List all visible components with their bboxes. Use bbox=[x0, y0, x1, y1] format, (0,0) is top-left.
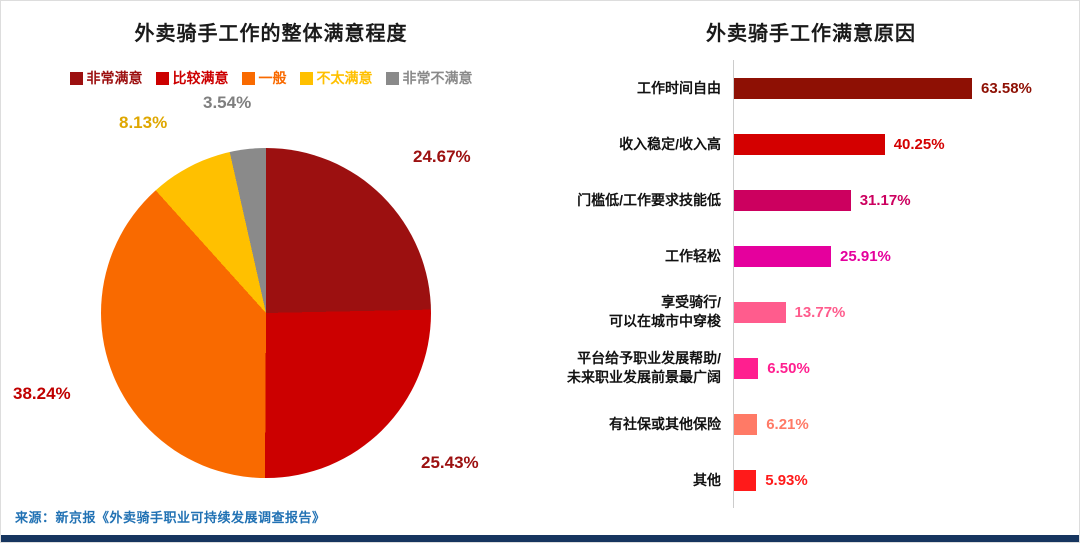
bar-value: 6.21% bbox=[766, 415, 809, 433]
bar-track: 25.91% bbox=[733, 228, 1079, 284]
bottom-border-bar bbox=[1, 535, 1079, 542]
legend-item: 比较满意 bbox=[155, 68, 229, 88]
bar-track: 31.17% bbox=[733, 172, 1079, 228]
bar-track: 6.50% bbox=[733, 340, 1079, 396]
bar-rows: 工作时间自由 63.58% 收入稳定/收入高 40.25% 门槛低/工作要求技能低 31.… bbox=[541, 60, 1079, 508]
bar-row: 工作时间自由 63.58% bbox=[541, 60, 1079, 116]
bar-track: 13.77% bbox=[733, 284, 1079, 340]
bar-row: 其他 5.93% bbox=[541, 452, 1079, 508]
bar-value: 5.93% bbox=[765, 471, 808, 489]
bar-label: 有社保或其他保险 bbox=[609, 415, 721, 432]
bar-row: 平台给予职业发展帮助/ 未来职业发展前景最广阔 6.50% bbox=[541, 340, 1079, 396]
bar-label: 平台给予职业发展帮助/ 未来职业发展前景最广阔 bbox=[567, 350, 721, 385]
bar-value: 13.77% bbox=[794, 303, 846, 321]
bar-value: 25.91% bbox=[840, 247, 891, 265]
bar-value: 40.25% bbox=[893, 135, 945, 153]
bar-label: 收入稳定/收入高 bbox=[619, 135, 721, 152]
bar-label: 门槛低/工作要求技能低 bbox=[577, 191, 721, 208]
pie-slice-label: 24.67% bbox=[413, 147, 471, 166]
bar-track: 6.21% bbox=[733, 396, 1079, 452]
bar-row: 有社保或其他保险 6.21% bbox=[541, 396, 1079, 452]
bar-row: 享受骑行/ 可以在城市中穿梭 13.77% bbox=[541, 284, 1079, 340]
legend-swatch bbox=[299, 71, 313, 85]
legend-item: 不太满意 bbox=[299, 68, 373, 88]
bar bbox=[734, 77, 972, 99]
pie-slice-label: 3.54% bbox=[203, 93, 252, 112]
legend-item: 一般 bbox=[241, 68, 287, 88]
bar-row: 门槛低/工作要求技能低 31.17% bbox=[541, 172, 1079, 228]
bar-track: 5.93% bbox=[733, 452, 1079, 508]
source-note: 来源：新京报《外卖骑手职业可持续发展调查报告》 bbox=[15, 510, 326, 525]
legend-swatch bbox=[155, 71, 169, 85]
bar bbox=[734, 133, 885, 155]
bar bbox=[734, 301, 786, 323]
legend-swatch bbox=[241, 71, 255, 85]
bar bbox=[734, 189, 851, 211]
pie-chart-title: 外卖骑手工作的整体满意程度 bbox=[134, 23, 408, 45]
legend-item: 非常不满意 bbox=[385, 68, 473, 88]
bar bbox=[734, 357, 759, 379]
bar-label: 享受骑行/ 可以在城市中穿梭 bbox=[609, 294, 721, 329]
legend-label: 非常满意 bbox=[86, 70, 143, 86]
bar-row: 收入稳定/收入高 40.25% bbox=[541, 116, 1079, 172]
pie-slice-label: 38.24% bbox=[13, 384, 71, 403]
legend-swatch bbox=[69, 71, 83, 85]
bar bbox=[734, 469, 757, 491]
legend-label: 非常不满意 bbox=[402, 70, 473, 86]
pie-chart-panel: 外卖骑手工作的整体满意程度 非常满意 比较满意 一般 不太满意 非常不满意 24.67%… bbox=[1, 1, 541, 542]
legend-item: 非常满意 bbox=[69, 68, 143, 88]
bar-value: 31.17% bbox=[859, 191, 911, 209]
bar-row: 工作轻松 25.91% bbox=[541, 228, 1079, 284]
pie-legend: 非常满意 比较满意 一般 不太满意 非常不满意 bbox=[1, 68, 541, 88]
pie bbox=[101, 148, 431, 478]
bar-chart-title: 外卖骑手工作满意原因 bbox=[706, 23, 916, 45]
legend-swatch bbox=[385, 71, 399, 85]
bar-value: 6.50% bbox=[767, 359, 810, 377]
pie-slice-label: 25.43% bbox=[421, 453, 479, 472]
bar-chart-panel: 外卖骑手工作满意原因 工作时间自由 63.58% 收入稳定/收入高 40.25% 门槛低… bbox=[541, 1, 1079, 542]
legend-label: 比较满意 bbox=[172, 70, 229, 86]
bar bbox=[734, 245, 831, 267]
bar bbox=[734, 413, 758, 435]
legend-label: 不太满意 bbox=[316, 70, 373, 86]
bar-label: 工作时间自由 bbox=[637, 79, 721, 96]
bar-track: 63.58% bbox=[733, 60, 1079, 116]
pie-slice-label: 8.13% bbox=[119, 113, 168, 132]
bar-label: 工作轻松 bbox=[665, 247, 721, 264]
bar-label: 其他 bbox=[693, 471, 721, 488]
legend-label: 一般 bbox=[258, 70, 287, 86]
bar-track: 40.25% bbox=[733, 116, 1079, 172]
bar-value: 63.58% bbox=[981, 79, 1032, 97]
